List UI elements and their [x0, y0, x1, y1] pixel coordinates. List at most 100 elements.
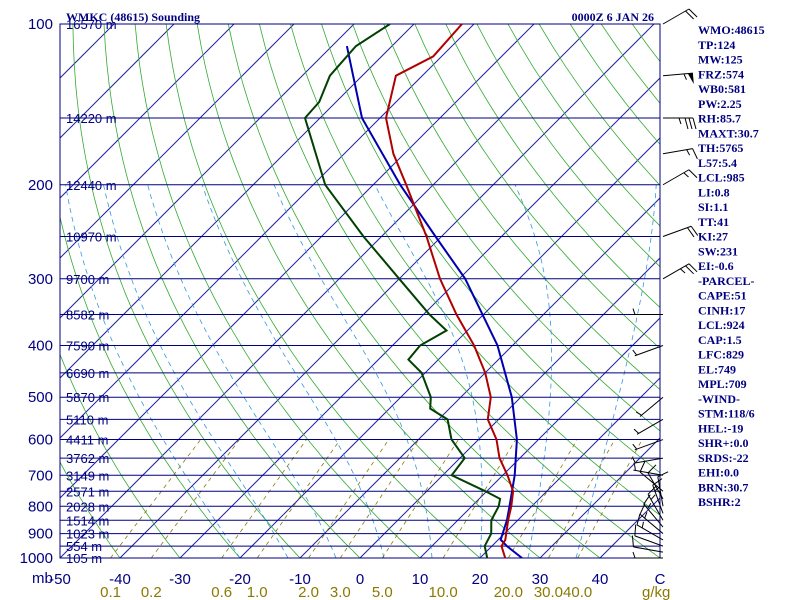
wind-barb [634, 524, 664, 547]
sounding-index: BRN:30.7 [698, 480, 748, 494]
dry-adiabat-line [259, 24, 660, 558]
parcel-trace [345, 45, 523, 558]
sounding-index: SHR+:0.0 [698, 436, 749, 450]
dry-adiabat-line [445, 24, 660, 308]
sounding-index: EL:749 [698, 362, 736, 376]
sounding-index: CAP:1.5 [698, 333, 742, 347]
pressure-tick-label: 200 [28, 177, 53, 194]
temperature-tick-label: -20 [229, 571, 251, 588]
mixing-ratio-line [110, 439, 201, 558]
sounding-index: MPL:709 [698, 377, 747, 391]
isotherm-line [479, 377, 660, 558]
temperature-tick-label: -30 [169, 571, 191, 588]
sounding-index: MAXT:30.7 [698, 126, 759, 140]
wind-barb [639, 461, 664, 492]
sounding-index: LFC:829 [698, 348, 744, 362]
chart-title-station: WMKC (48615) Sounding [66, 10, 200, 24]
temperature-tick-label: -50 [49, 571, 71, 588]
sounding-index: SRDS:-22 [698, 451, 749, 465]
isotherm-line [239, 137, 660, 558]
temperature-tick-label: 0 [356, 571, 364, 588]
mixing-ratio-label: 0.1 [100, 584, 121, 600]
mixing-ratio-label: 1.0 [247, 584, 268, 600]
wind-barb [633, 464, 664, 476]
dry-adiabat-line [60, 461, 121, 558]
wind-barb [647, 464, 664, 500]
mixing-ratio-label: 30.0 [534, 584, 563, 600]
height-label: 1023 m [66, 527, 109, 542]
pressure-tick-label: 600 [28, 432, 53, 449]
height-label: 5110 m [66, 412, 108, 427]
mixing-ratio-line [442, 439, 517, 558]
mixing-ratio-line [256, 439, 341, 558]
dry-adiabat-line [165, 24, 481, 558]
wind-barb [663, 117, 697, 130]
sounding-index: PW:2.25 [698, 97, 742, 111]
height-label: 9700 m [66, 272, 109, 287]
height-label: 8582 m [66, 308, 109, 323]
dry-adiabat-line [383, 24, 660, 391]
height-label: 4411 m [66, 433, 108, 448]
dry-adiabat-line [0, 24, 7, 569]
height-label: 3149 m [66, 468, 109, 483]
isotherm-line [60, 24, 535, 499]
isotherm-line [60, 24, 175, 139]
sounding-index: WMO:48615 [698, 23, 765, 37]
temperature-tick-label: -40 [109, 571, 131, 588]
pressure-tick-label: 500 [28, 389, 53, 406]
mixing-ratio-label: 5.0 [372, 584, 393, 600]
sounding-index: EI:-0.6 [698, 259, 734, 273]
mixing-ratio-line [150, 439, 240, 558]
wind-barb [662, 72, 694, 85]
wind-barb [632, 439, 664, 451]
sounding-index: LI:0.8 [698, 185, 730, 199]
sounding-index: EHI:0.0 [698, 466, 739, 480]
height-label: 5870 m [66, 390, 109, 405]
dewpoint-trace [303, 24, 502, 558]
dry-adiabat-line [757, 24, 800, 569]
height-label: 7590 m [66, 339, 109, 354]
wind-barb [632, 345, 664, 357]
moist-adiabat-line [575, 184, 657, 558]
dry-adiabat-line [60, 353, 181, 558]
mixing-ratio-label: 10.0 [429, 584, 458, 600]
wind-barb [632, 308, 663, 316]
wind-barb [662, 225, 699, 238]
isotherm-line [60, 24, 595, 558]
wind-barb [662, 148, 698, 160]
height-label: 6690 m [66, 366, 109, 381]
isotherm-line [119, 24, 655, 558]
isotherm-line [60, 24, 415, 379]
wind-barb [662, 169, 698, 186]
height-label: 10970 m [66, 229, 117, 244]
height-label: 1514 m [66, 513, 109, 528]
sounding-index: -PARCEL- [698, 274, 754, 288]
isotherm-line [179, 77, 660, 558]
isotherm-line [60, 24, 235, 199]
sounding-index: LCL:924 [698, 318, 745, 332]
mixing-ratio-line [548, 439, 616, 558]
pressure-tick-label: 100 [28, 16, 53, 33]
sounding-index: WB0:581 [698, 82, 746, 96]
sounding-index: MW:125 [698, 53, 743, 67]
mixing-ratio-line [577, 439, 643, 558]
wind-barb [633, 418, 664, 435]
sounding-index: BSHR:2 [698, 495, 741, 509]
sounding-index: LCL:985 [698, 171, 745, 185]
mixing-ratio-label: 40.0 [563, 584, 592, 600]
pressure-tick-label: 800 [28, 498, 53, 515]
temperature-tick-label: 10 [412, 571, 429, 588]
height-label: 554 m [66, 539, 102, 554]
height-label: 2571 m [66, 484, 109, 499]
temperature-tick-label: 40 [592, 571, 609, 588]
height-label: 12440 m [66, 178, 117, 193]
wind-barb [635, 396, 664, 417]
sounding-index: TP:124 [698, 38, 735, 52]
wind-barb [657, 471, 669, 507]
mixing-ratio-label: 20.0 [494, 584, 523, 600]
isotherm-line [60, 24, 475, 439]
wind-barb [662, 263, 698, 280]
pressure-unit-label: mb [32, 570, 53, 587]
mixing-ratio-label: 2.0 [298, 584, 319, 600]
